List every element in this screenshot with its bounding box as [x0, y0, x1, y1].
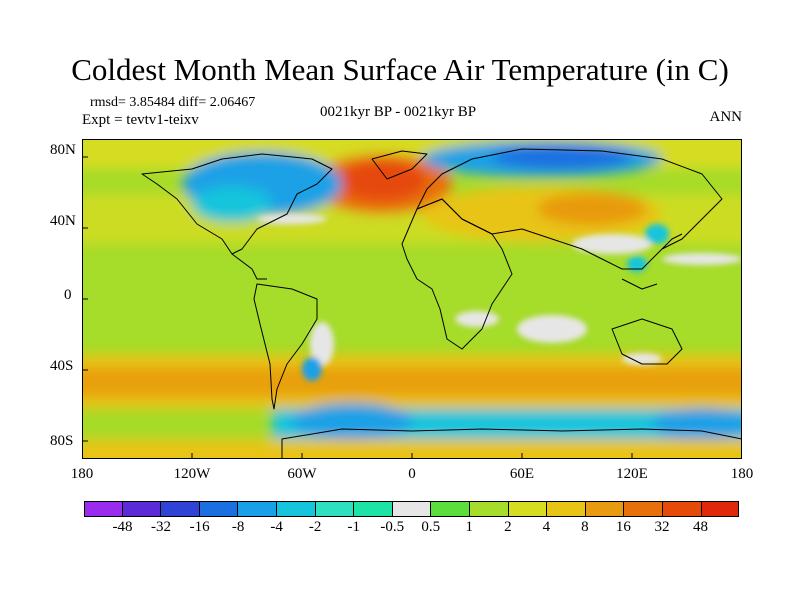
x-tick-label: 60E — [509, 466, 535, 482]
colorbar-label: 2 — [504, 519, 512, 535]
x-tick-label: 60W — [287, 466, 317, 482]
colorbar-label: 1 — [465, 519, 474, 535]
colorbar-segment — [161, 501, 200, 517]
colorbar-segment — [701, 501, 740, 517]
colorbar-label: -32 — [151, 519, 172, 535]
y-tick-label: 0 — [64, 287, 72, 303]
y-tick-label: 80S — [50, 433, 74, 449]
stats-line: rmsd= 3.85484 diff= 2.06467 — [90, 95, 255, 111]
x-tick-label: 180 — [70, 466, 94, 482]
map-ticks — [82, 156, 633, 459]
x-tick-label: 180 — [730, 466, 754, 482]
field-layer — [82, 139, 742, 459]
colorbar-segment — [585, 501, 625, 517]
period-label: 0021kyr BP - 0021kyr BP — [320, 104, 477, 120]
temperature-map — [82, 139, 742, 459]
colorbar-segment — [276, 501, 316, 517]
colorbar-segment — [122, 501, 162, 517]
colorbar-label: -4 — [270, 519, 283, 535]
colorbar-segment — [392, 501, 432, 517]
x-tick-label: 120W — [173, 466, 211, 482]
colorbar-segment — [662, 501, 702, 517]
rmsd-value: 3.85484 — [129, 95, 175, 110]
colorbar-label: 0.5 — [421, 519, 441, 535]
colorbar-label: 48 — [692, 519, 708, 535]
y-tick-label: 40N — [50, 213, 76, 229]
rmsd-label: rmsd= — [90, 95, 126, 110]
colorbar-segment — [624, 501, 663, 517]
colorbar-segment — [354, 501, 393, 517]
diff-value: 2.06467 — [209, 95, 256, 110]
colorbar-label: -1 — [347, 519, 360, 535]
colorbar-segment — [84, 501, 123, 517]
y-tick-label: 80N — [50, 142, 76, 158]
colorbar-segment — [315, 501, 355, 517]
colorbar-label: -48 — [112, 519, 133, 535]
colorbar-label: 4 — [542, 519, 551, 535]
colorbar-label: 32 — [654, 519, 670, 535]
colorbar-label: -2 — [308, 519, 322, 535]
colorbar-segment — [508, 501, 548, 517]
colorbar-segment — [199, 501, 239, 517]
colorbar-segment — [469, 501, 509, 517]
colorbar-label: -0.5 — [380, 519, 405, 535]
colorbar — [84, 501, 740, 517]
colorbar-segment — [431, 501, 470, 517]
y-tick-label: 40S — [50, 358, 74, 374]
colorbar-segment — [547, 501, 586, 517]
colorbar-label: 8 — [581, 519, 589, 535]
x-tick-label: 0 — [408, 466, 416, 482]
colorbar-label: -8 — [231, 519, 245, 535]
x-tick-label: 120E — [616, 466, 648, 482]
colorbar-segment — [238, 501, 277, 517]
diff-label: diff= — [178, 95, 207, 110]
figure-title: Coldest Month Mean Surface Air Temperatu… — [71, 52, 729, 87]
coastlines — [141, 148, 742, 459]
experiment-label: Expt = tevtv1-teixv — [82, 112, 199, 128]
colorbar-label: -16 — [189, 519, 210, 535]
season-label: ANN — [709, 109, 743, 125]
colorbar-label: 16 — [615, 519, 631, 535]
